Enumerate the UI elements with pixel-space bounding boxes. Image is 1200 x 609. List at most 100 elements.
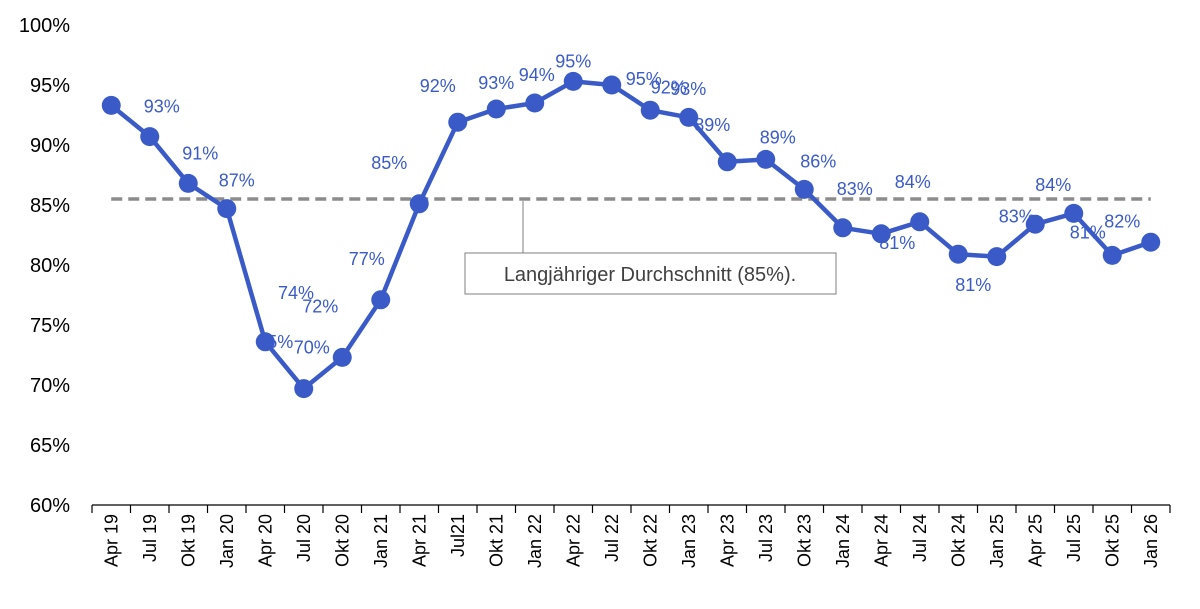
data-point <box>794 179 814 199</box>
data-label: 95% <box>555 51 591 71</box>
x-tick-label: Jul 23 <box>756 514 776 562</box>
data-label: 93% <box>478 73 514 93</box>
x-tick-label: Okt 20 <box>332 514 352 567</box>
x-tick-label: Jul 25 <box>1064 514 1084 562</box>
data-point <box>987 247 1007 267</box>
data-label: 83% <box>999 207 1035 227</box>
data-label: 93% <box>144 97 180 117</box>
data-point <box>640 100 660 120</box>
x-tick-label: Apr 21 <box>409 514 429 567</box>
x-tick-label: Apr 20 <box>255 514 275 567</box>
data-point <box>602 75 622 95</box>
data-point <box>294 379 314 399</box>
data-label: 84% <box>1035 175 1071 195</box>
data-point <box>948 244 968 264</box>
x-tick-label: Okt 21 <box>486 514 506 567</box>
data-label: 74% <box>278 283 314 303</box>
data-label: 87% <box>219 171 255 191</box>
data-point <box>140 127 160 147</box>
x-tick-label: Apr 24 <box>871 514 891 567</box>
y-tick-label: 80% <box>30 255 70 277</box>
data-label: 81% <box>879 233 915 253</box>
data-point <box>833 218 853 238</box>
data-label: 72% <box>302 296 338 316</box>
data-label: 91% <box>182 143 218 163</box>
x-tick-label: Jan 23 <box>679 514 699 568</box>
x-tick-label: Apr 23 <box>717 514 737 567</box>
x-tick-label: Jul 22 <box>602 514 622 562</box>
data-label: 92% <box>651 77 687 97</box>
x-tick-label: Okt 25 <box>1102 514 1122 567</box>
y-tick-label: 65% <box>30 435 70 457</box>
y-tick-label: 75% <box>30 315 70 337</box>
data-point <box>371 290 391 310</box>
data-point <box>255 332 275 352</box>
data-label: 86% <box>800 151 836 171</box>
annotation-text: Langjähriger Durchschnitt (85%). <box>504 264 796 286</box>
x-axis: Apr 19 Jul 19 Okt 19 Jan 20 Apr 20 Jul 20 Okt … <box>91 504 1171 568</box>
x-tick-label: Jan 25 <box>987 514 1007 568</box>
data-label: 77% <box>349 249 385 269</box>
data-label: 92% <box>420 76 456 96</box>
data-point <box>563 71 583 91</box>
data-point <box>756 149 776 169</box>
data-point <box>1141 232 1161 252</box>
y-tick-label: 85% <box>30 195 70 217</box>
data-label: 83% <box>837 179 873 199</box>
data-point <box>1102 245 1122 265</box>
data-point <box>1064 203 1084 223</box>
data-point <box>1025 214 1045 234</box>
data-label: 93% <box>670 79 706 99</box>
annotation-box <box>464 252 837 295</box>
x-tick-label: Okt 23 <box>794 514 814 567</box>
data-point <box>525 93 545 113</box>
data-label: 94% <box>519 65 555 85</box>
series-group <box>101 71 1161 399</box>
data-label: 85% <box>257 332 293 352</box>
data-point <box>101 95 121 115</box>
data-point <box>910 212 930 232</box>
data-point <box>409 194 429 214</box>
x-tick-label: Jan 20 <box>217 514 237 568</box>
data-labels-group: 93%91%87%85% 70%72%77%85%92% 93% 94%95%95%9… <box>144 51 1141 357</box>
x-tick-label: Jul 24 <box>910 514 930 562</box>
x-tick-label: Okt 24 <box>948 514 968 567</box>
data-point <box>332 347 352 367</box>
data-point <box>679 107 699 127</box>
data-label: 89% <box>694 115 730 135</box>
data-label: 82% <box>1104 211 1140 231</box>
data-label: 70% <box>294 338 330 358</box>
data-label: 95% <box>626 69 662 89</box>
data-label: 89% <box>760 127 796 147</box>
x-tick-label: Jul21 <box>448 514 468 557</box>
data-point <box>448 112 468 132</box>
y-tick-label: 70% <box>30 375 70 397</box>
x-tick-label: Apr 25 <box>1025 514 1045 567</box>
y-tick-label: 95% <box>30 75 70 97</box>
x-tick-label: Okt 19 <box>178 514 198 567</box>
data-label: 81% <box>955 275 991 295</box>
data-label: 81% <box>1070 222 1106 242</box>
x-tick-label: Jan 22 <box>525 514 545 568</box>
series-line <box>109 79 1152 391</box>
data-point <box>486 99 506 119</box>
x-tick-label: Jul 20 <box>294 514 314 562</box>
reference-line-group: Langjähriger Durchschnitt (85%). <box>111 197 1151 295</box>
x-tick-label: Jan 24 <box>833 514 853 568</box>
x-tick-label: Apr 22 <box>563 514 583 567</box>
x-tick-label: Okt 22 <box>640 514 660 567</box>
data-label: 84% <box>895 172 931 192</box>
y-axis: 60% 65% 70% 75% 80% 85% 90% 95% 100% <box>19 15 70 517</box>
data-point <box>217 199 237 219</box>
y-tick-label: 90% <box>30 135 70 157</box>
x-tick-label: Jul 19 <box>140 514 160 562</box>
data-point <box>717 152 737 172</box>
data-point <box>178 173 198 193</box>
y-tick-label: 100% <box>19 15 70 37</box>
data-label: 85% <box>371 153 407 173</box>
data-point <box>871 224 891 244</box>
x-tick-label: Jan 21 <box>371 514 391 568</box>
x-tick-label: Apr 19 <box>101 514 121 567</box>
x-tick-label: Jan 26 <box>1141 514 1161 568</box>
